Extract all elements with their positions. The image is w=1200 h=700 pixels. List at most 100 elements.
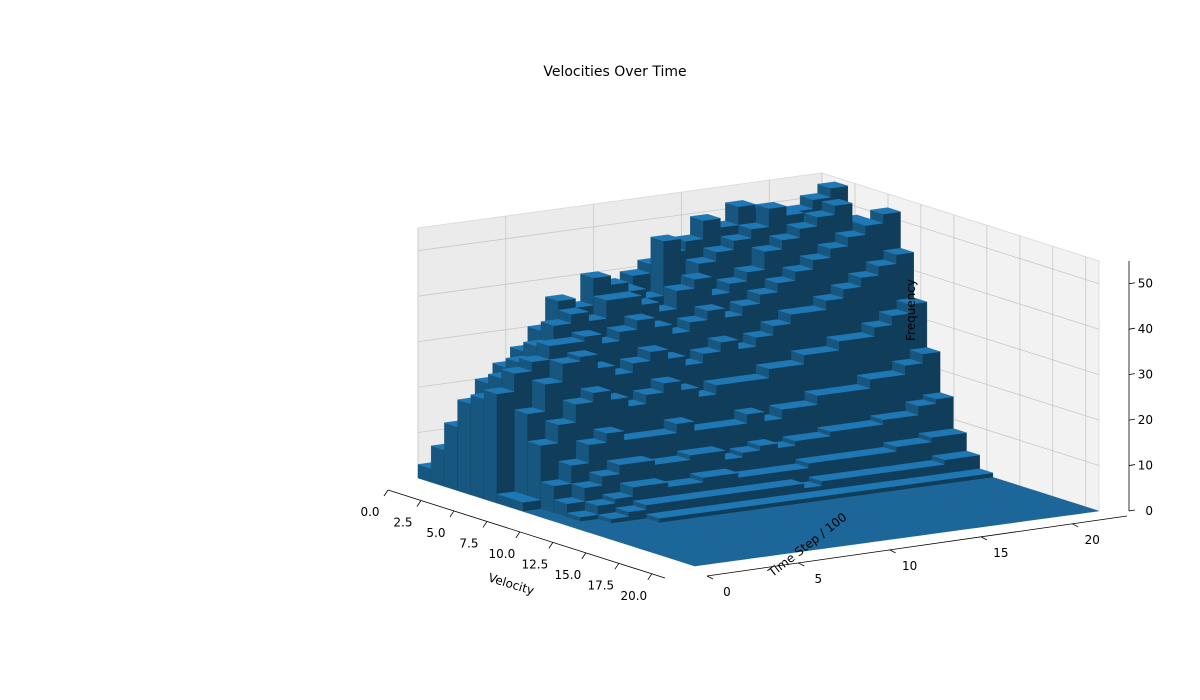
bar-top (817, 424, 848, 432)
bar-top (567, 350, 598, 358)
bar-top (501, 366, 532, 374)
bar-top (804, 388, 835, 396)
bar-top (822, 198, 853, 206)
bar-top (690, 213, 721, 221)
x-tick (581, 552, 587, 560)
axes: 0.0 2.5 5.0 7.5 10.0 12.5 15.0 17.5 20.0 0 5 10 15 20… (360, 261, 1153, 603)
bar-top (589, 469, 620, 477)
bar-top (756, 362, 787, 370)
z-tick (1128, 418, 1136, 421)
bar-top (593, 426, 624, 434)
bar-top (672, 477, 704, 485)
bar-top (760, 319, 791, 327)
y-tick-label: 20 (1085, 533, 1100, 547)
bar-top (800, 253, 831, 261)
bar-top (716, 276, 747, 284)
bar-top (923, 392, 954, 400)
bar-top (830, 282, 862, 290)
bar-top (703, 378, 734, 386)
bar-top (690, 346, 721, 354)
z-tick (1128, 509, 1136, 512)
bar-top (747, 287, 778, 295)
bar-top (685, 256, 717, 264)
bar-top (909, 475, 941, 483)
bar-top (865, 259, 897, 267)
y-axis-line (706, 515, 1128, 577)
bar-top (778, 307, 809, 315)
bar-top (936, 428, 967, 436)
bar-top (769, 233, 800, 241)
bar-top (637, 345, 668, 353)
chart-title: Velocities Over Time (543, 64, 686, 80)
bar-top (835, 230, 866, 238)
x-tick-label: 5.0 (426, 526, 445, 540)
bar-top (677, 448, 708, 456)
x-tick-label: 10.0 (489, 547, 516, 561)
bar-top (879, 309, 910, 317)
z-tick-label: 10 (1138, 459, 1153, 473)
bar-top (510, 495, 541, 503)
bar-top (909, 347, 941, 355)
bar-top (703, 245, 734, 253)
z-tick (1128, 373, 1136, 376)
bar-top (804, 210, 835, 218)
bar-top (817, 241, 848, 249)
x-tick (449, 510, 455, 518)
bar-top (663, 417, 695, 425)
bar-top (931, 453, 963, 461)
bar-top (519, 355, 550, 363)
bar-top (734, 265, 765, 273)
bar-top (677, 315, 708, 323)
bar-top (483, 387, 515, 395)
bar-top (725, 200, 756, 208)
y-tick-label: 10 (902, 559, 917, 573)
bar-top (624, 313, 655, 321)
bar-top (663, 284, 695, 291)
bar-top (540, 318, 572, 326)
bar-top (729, 299, 761, 307)
x-tick (647, 573, 653, 581)
bar-top (852, 218, 884, 226)
y-tick-label: 0 (723, 585, 731, 599)
bar-top (672, 234, 703, 242)
bar-top (554, 497, 585, 505)
bar-top (681, 272, 712, 280)
bar-top (782, 434, 813, 442)
y-tick (980, 536, 988, 541)
bar-top (545, 294, 576, 302)
bar-top (686, 491, 717, 499)
bar-top (615, 505, 646, 513)
x-tick (482, 521, 488, 528)
bar-top (892, 358, 923, 366)
bar-top (949, 450, 980, 458)
bar-top (620, 356, 651, 364)
bar-top (558, 307, 589, 315)
bar-top (624, 455, 655, 463)
z-tick-label: 20 (1138, 413, 1153, 427)
bar-top (896, 297, 927, 305)
bar-top (786, 221, 818, 229)
bar (598, 512, 629, 524)
bar-side-face (496, 391, 515, 504)
y-tick-label: 15 (993, 546, 1008, 560)
bar-top (756, 201, 787, 209)
x-tick-label: 20.0 (620, 589, 647, 603)
bar-front-face (470, 394, 484, 500)
bar-top (545, 418, 576, 426)
x-tick-label: 17.5 (587, 578, 614, 592)
bar-top (764, 276, 796, 284)
bar-top (857, 372, 888, 380)
bar-top (580, 271, 611, 279)
x-axis-label: Velocity (487, 571, 536, 598)
bar-top (791, 348, 822, 356)
bar-top (870, 413, 901, 421)
bar-top (738, 222, 769, 230)
x-tick-label: 12.5 (522, 557, 549, 571)
bar-top (883, 440, 914, 448)
bar-top (650, 234, 681, 242)
z-tick-label: 30 (1138, 368, 1153, 382)
bar-top (593, 293, 624, 301)
bar-top (808, 474, 840, 482)
bar-top (650, 376, 682, 384)
